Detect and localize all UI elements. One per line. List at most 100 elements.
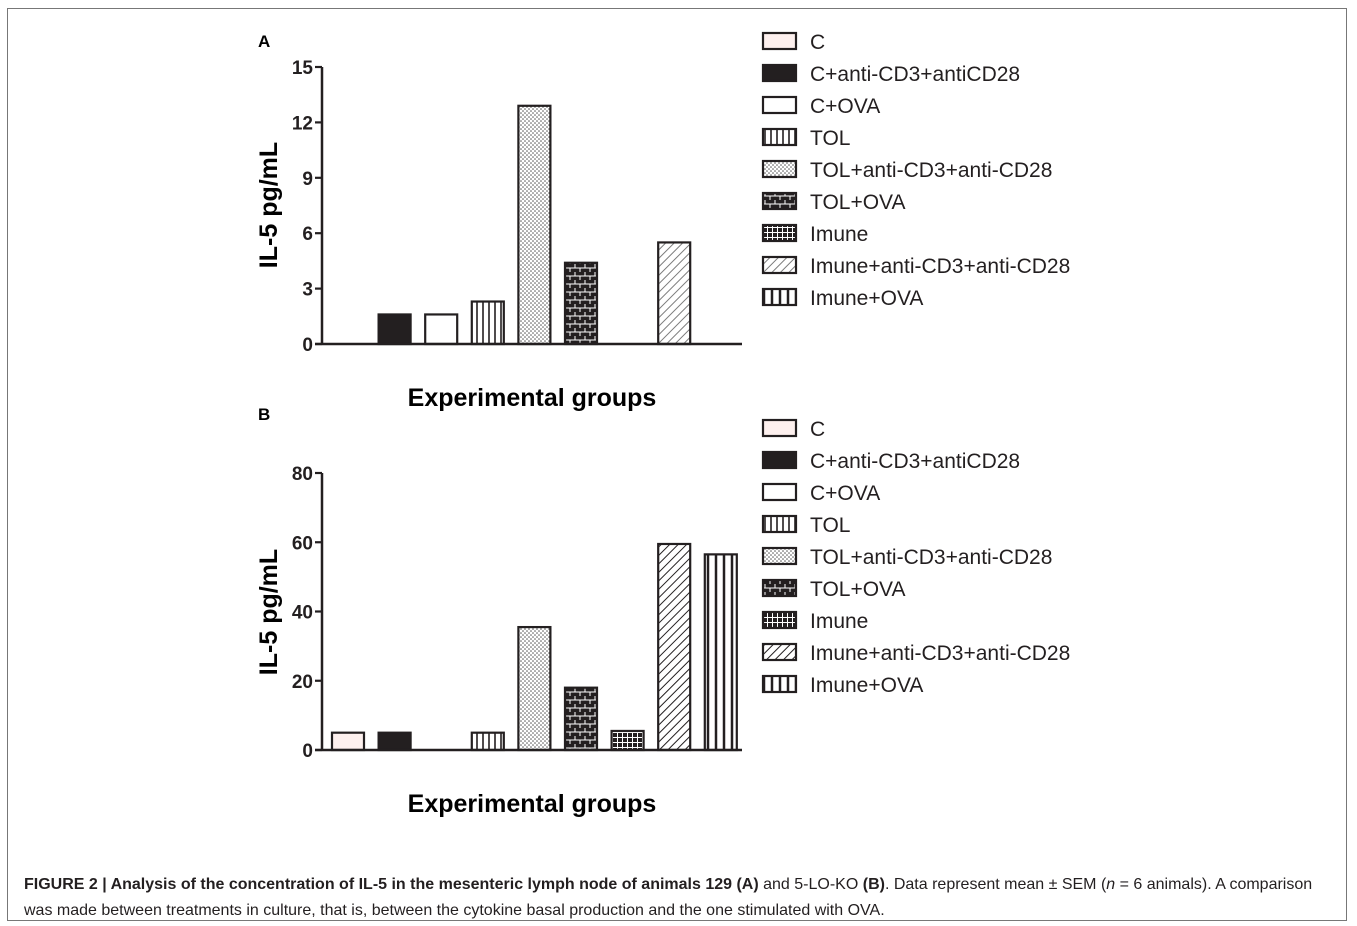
panel-a: A IL-5 pg/mL Experimental groups 0 3 6 9 12 1… — [255, 31, 1070, 412]
legend-label: TOL — [810, 514, 850, 537]
bar-tol-ova — [563, 261, 599, 346]
legend-swatch — [761, 578, 798, 598]
legend-label: C+OVA — [810, 482, 880, 505]
caption-prefix: FIGURE 2 | — [24, 876, 111, 893]
legend-item: Imune+anti-CD3+anti-CD28 — [761, 255, 1070, 278]
legend-swatch — [761, 191, 798, 211]
legend-item: Imune+OVA — [761, 674, 923, 697]
legend-item: Imune+OVA — [761, 287, 923, 310]
legend-label: Imune+anti-CD3+anti-CD28 — [810, 642, 1070, 665]
legend-label: TOL+anti-CD3+anti-CD28 — [810, 546, 1052, 569]
caption-n: n — [1106, 876, 1116, 893]
legend-swatch — [761, 127, 798, 147]
bar-imune-ova — [703, 553, 738, 752]
legend-item: C+anti-CD3+antiCD28 — [761, 63, 1020, 86]
legend-swatch — [761, 63, 798, 83]
figure-chart-area: A IL-5 pg/mL Experimental groups 0 3 6 9 12 1… — [255, 31, 1070, 818]
legend-swatch — [761, 514, 798, 534]
legend-item: C+OVA — [761, 95, 880, 118]
y-tick-label: 12 — [292, 113, 313, 134]
panel-b-plot: 0 20 40 60 80 — [292, 464, 742, 762]
legend-swatch — [761, 287, 798, 307]
bar-c-anti-cd3-anticd28 — [377, 313, 412, 346]
legend-swatch — [761, 159, 798, 179]
legend-item: TOL+anti-CD3+anti-CD28 — [761, 546, 1052, 569]
legend-item: C+anti-CD3+antiCD28 — [761, 450, 1020, 473]
figure-caption: FIGURE 2 | Analysis of the concentration… — [24, 872, 1334, 924]
legend-label: TOL+anti-CD3+anti-CD28 — [810, 159, 1052, 182]
bar-imune-anti-cd3-anti-cd28 — [657, 542, 692, 752]
legend-swatch — [761, 95, 798, 115]
y-tick-label: 80 — [292, 464, 313, 485]
panel-a-label: A — [258, 32, 270, 51]
bar-tol — [470, 731, 505, 752]
caption-title: Analysis of the concentration of IL-5 in… — [110, 876, 759, 893]
bar-tol-ova — [563, 686, 599, 752]
legend-label: TOL — [810, 127, 850, 150]
legend-item: TOL — [761, 514, 850, 537]
legend-item: TOL+anti-CD3+anti-CD28 — [761, 159, 1052, 182]
legend-item: C+OVA — [761, 482, 880, 505]
legend-swatch — [761, 674, 798, 694]
bar-c — [330, 731, 366, 752]
y-tick-label: 20 — [292, 672, 313, 693]
legend-label: C — [810, 31, 825, 54]
y-tick-label: 3 — [302, 280, 313, 301]
legend-swatch — [761, 223, 798, 243]
y-tick-label: 40 — [292, 603, 313, 624]
legend-item: Imune+anti-CD3+anti-CD28 — [761, 642, 1070, 665]
figure-frame — [7, 8, 1347, 921]
legend-swatch — [761, 31, 798, 51]
panel-a-xlabel: Experimental groups — [408, 384, 657, 412]
caption-mid: and 5-LO-KO — [758, 876, 863, 893]
legend-item: C — [761, 31, 825, 54]
legend-item: C — [761, 418, 825, 441]
y-tick-label: 6 — [302, 224, 313, 245]
legend-label: C+anti-CD3+antiCD28 — [810, 63, 1020, 86]
legend-label: C — [810, 418, 825, 441]
panel-b-legend: C C+anti-CD3+antiCD28 C+OVA TOL TOL+anti-CD3… — [761, 418, 1070, 697]
panel-b: B IL-5 pg/mL Experimental groups 0 20 40 60… — [255, 405, 1070, 818]
y-tick-label: 60 — [292, 533, 313, 554]
legend-label: Imune — [810, 610, 868, 633]
legend-swatch — [761, 418, 798, 438]
panel-a-plot: 0 3 6 9 12 15 — [292, 58, 742, 356]
legend-swatch — [761, 610, 798, 630]
bar-tol-anti-cd3-anti-cd28 — [517, 104, 552, 346]
legend-label: Imune — [810, 223, 868, 246]
legend-item: Imune — [761, 610, 868, 633]
legend-swatch — [761, 642, 798, 662]
legend-label: Imune+OVA — [810, 674, 923, 697]
legend-label: Imune+OVA — [810, 287, 923, 310]
legend-swatch — [761, 450, 798, 470]
legend-label: TOL+OVA — [810, 578, 906, 601]
legend-item: TOL — [761, 127, 850, 150]
caption-label-b: (B) — [862, 876, 885, 893]
panel-a-ylabel: IL-5 pg/mL — [255, 142, 283, 268]
bar-tol-anti-cd3-anti-cd28 — [517, 625, 552, 752]
legend-swatch — [761, 482, 798, 502]
bar-c-anti-cd3-anticd28 — [377, 731, 412, 752]
y-tick-label: 0 — [302, 741, 313, 762]
legend-label: C+OVA — [810, 95, 880, 118]
panel-a-legend: C C+anti-CD3+antiCD28 C+OVA TOL TOL+anti-CD3… — [761, 31, 1070, 310]
bar-imune — [610, 729, 645, 752]
legend-item: TOL+OVA — [761, 578, 906, 601]
panel-b-label: B — [258, 405, 270, 424]
legend-swatch — [761, 546, 798, 566]
legend-label: Imune+anti-CD3+anti-CD28 — [810, 255, 1070, 278]
legend-item: TOL+OVA — [761, 191, 906, 214]
panel-b-ylabel: IL-5 pg/mL — [255, 549, 283, 675]
legend-label: C+anti-CD3+antiCD28 — [810, 450, 1020, 473]
legend-swatch — [761, 255, 798, 275]
panel-b-xlabel: Experimental groups — [408, 790, 657, 818]
legend-label: TOL+OVA — [810, 191, 906, 214]
bar-imune-anti-cd3-anti-cd28 — [657, 241, 692, 346]
y-tick-label: 15 — [292, 58, 314, 79]
y-tick-label: 9 — [302, 169, 313, 190]
bar-c-ova — [424, 313, 459, 346]
legend-item: Imune — [761, 223, 868, 246]
bar-tol — [470, 300, 505, 346]
caption-text2: = 6 animals). A comparison was made betw… — [24, 876, 1313, 919]
caption-text1: . Data represent mean ± SEM ( — [884, 876, 1107, 893]
